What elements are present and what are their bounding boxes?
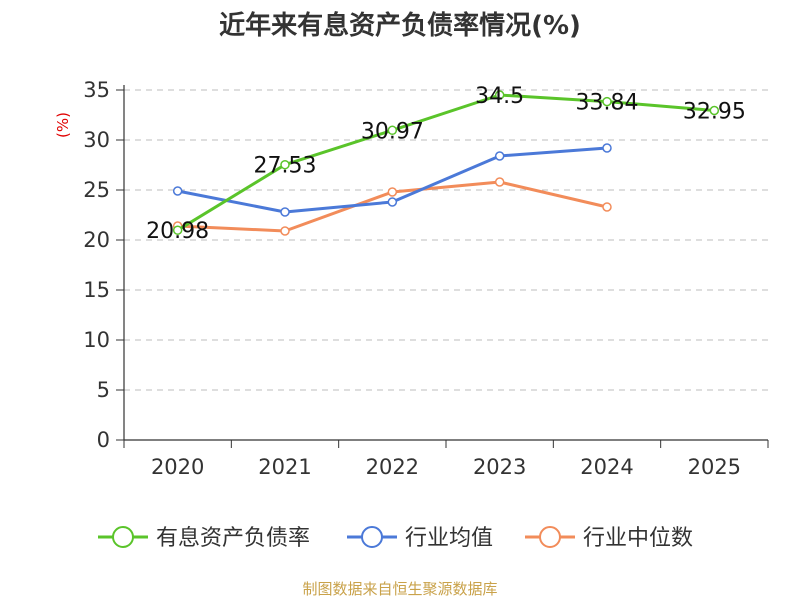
- data-point: [602, 143, 612, 153]
- y-tick-label: 25: [83, 178, 110, 202]
- data-point: [602, 202, 612, 212]
- y-tick-label: 0: [97, 428, 110, 452]
- legend-label: 有息资产负债率: [156, 526, 310, 551]
- data-point: [172, 186, 183, 196]
- x-tick-label: 2022: [366, 455, 419, 479]
- legend-marker: [112, 526, 134, 548]
- legend-item-0: 有息资产负债率: [98, 526, 310, 551]
- legend-label: 行业均值: [405, 526, 493, 551]
- data-point: [387, 197, 398, 207]
- data-point: [280, 207, 290, 217]
- source-note: 制图数据来自恒生聚源数据库: [302, 580, 497, 598]
- data-point: [709, 105, 720, 116]
- data-point: [172, 225, 183, 235]
- legend-marker: [539, 526, 561, 548]
- series-0: [172, 90, 720, 235]
- data-point: [387, 125, 398, 136]
- data-label: 27.53: [254, 154, 317, 179]
- data-label: 33.84: [576, 91, 639, 116]
- series-1: [172, 143, 612, 217]
- legend-item-1: 行业均值: [347, 526, 493, 551]
- legend-item-2: 行业中位数: [525, 526, 693, 551]
- y-tick-label: 5: [97, 378, 110, 402]
- y-tick-label: 10: [83, 328, 110, 352]
- gridlines: [124, 89, 768, 391]
- data-point: [387, 187, 398, 197]
- data-point: [280, 159, 290, 170]
- series-lines: [172, 90, 720, 236]
- x-tick-label: 2021: [258, 455, 311, 479]
- x-tick-label: 2020: [151, 455, 204, 479]
- x-tick-label: 2025: [688, 455, 741, 479]
- data-labels: 20.98 27.53 30.97 34.5 33.84 32.95: [146, 84, 746, 244]
- chart-title: 近年来有息资产负债率情况(%): [219, 10, 581, 41]
- legend-marker: [361, 526, 383, 548]
- data-label: 30.97: [361, 119, 424, 144]
- legend-label: 行业中位数: [583, 526, 693, 551]
- data-point: [494, 90, 505, 100]
- y-tick-label: 15: [83, 278, 110, 302]
- data-point: [494, 177, 505, 187]
- series-line: [176, 93, 715, 232]
- y-tick-label: 35: [83, 78, 110, 102]
- data-point: [602, 96, 612, 107]
- data-label: 20.98: [146, 219, 209, 244]
- x-tick-label: 2023: [473, 455, 526, 479]
- legend: 有息资产负债率 行业均值 行业中位数: [98, 526, 693, 551]
- data-point: [280, 226, 290, 236]
- y-tick-label: 20: [83, 228, 110, 252]
- data-label: 32.95: [683, 100, 746, 125]
- y-axis-label: (%): [54, 112, 72, 138]
- y-tick-label: 30: [83, 128, 110, 152]
- x-tick-label: 2024: [580, 455, 633, 479]
- data-label: 34.5: [475, 84, 524, 109]
- data-point: [494, 151, 505, 161]
